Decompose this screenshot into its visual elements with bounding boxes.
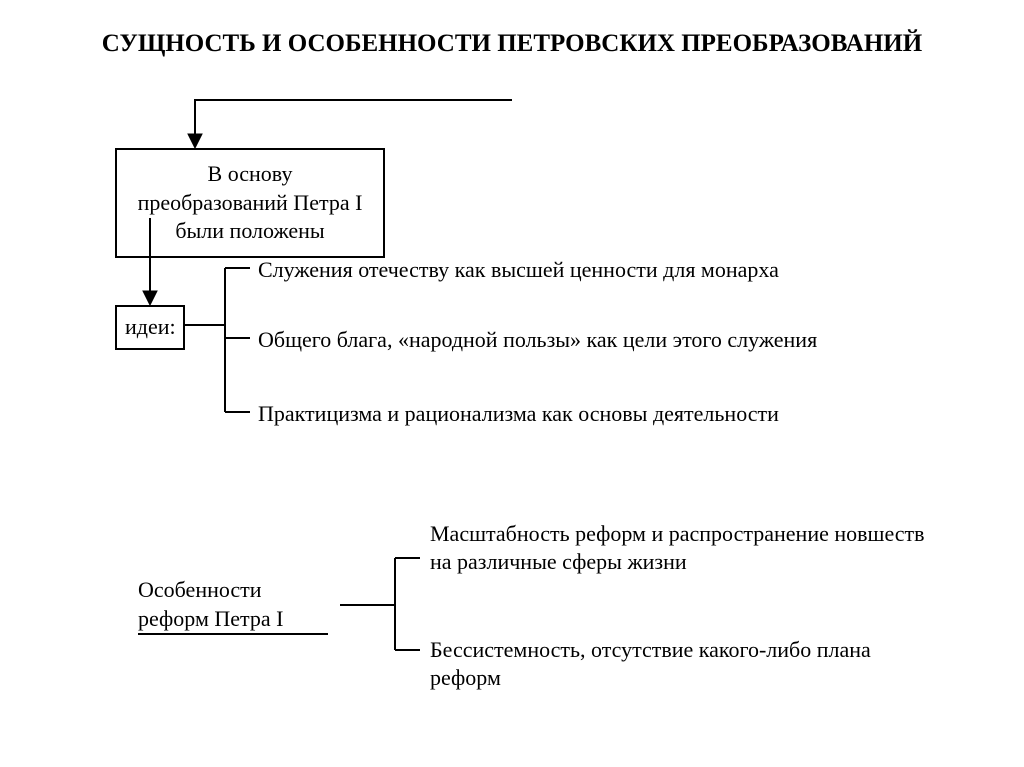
features-label: Особенности реформ Петра I <box>138 576 328 635</box>
feature-item: Бессистемность, отсутствие какого-либо п… <box>430 636 930 691</box>
idea-item: Практицизма и рационализма как основы де… <box>258 400 878 428</box>
idea-item: Служения отечеству как высшей ценности д… <box>258 256 878 284</box>
diagram-title: СУЩНОСТЬ И ОСОБЕННОСТИ ПЕТРОВСКИХ ПРЕОБР… <box>0 28 1024 59</box>
idea-item: Общего блага, «народной пользы» как цели… <box>258 326 878 354</box>
ideas-label-box: идеи: <box>115 305 185 350</box>
basis-box: В основу преобразований Петра I были пол… <box>115 148 385 258</box>
features-label-text: Особенности реформ Петра I <box>138 577 284 631</box>
feature-item: Масштабность реформ и распространение но… <box>430 520 930 575</box>
